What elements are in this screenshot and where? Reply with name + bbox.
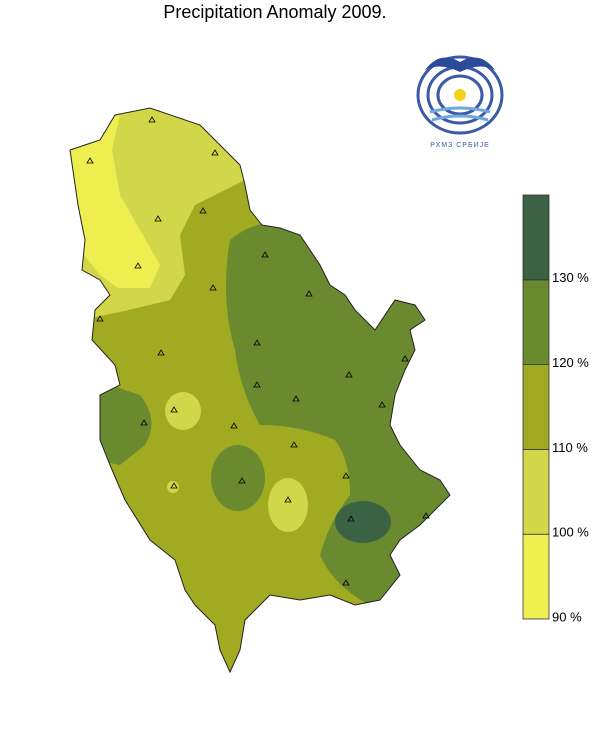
legend-swatch bbox=[522, 194, 550, 281]
stations bbox=[86, 116, 430, 586]
zone bbox=[268, 478, 308, 532]
legend-label: 100 % bbox=[552, 525, 589, 540]
legend-swatch bbox=[522, 279, 550, 365]
legend-label: 130 % bbox=[552, 270, 589, 285]
zone bbox=[335, 501, 391, 543]
legend-swatch bbox=[522, 533, 550, 620]
logo-text: РХМЗ СРБИЈЕ bbox=[430, 142, 490, 149]
legend-swatch bbox=[522, 448, 550, 535]
logo: РХМЗ СРБИЈЕ bbox=[416, 55, 504, 149]
zone bbox=[226, 222, 450, 620]
legend: 90 % 100 % 110 % 120 % 130 % bbox=[522, 194, 589, 624]
title: Precipitation Anomaly 2009. bbox=[163, 2, 386, 22]
legend-swatch bbox=[522, 364, 550, 450]
zone bbox=[95, 380, 152, 465]
legend-label: 110 % bbox=[552, 440, 588, 455]
legend-label: 90 % bbox=[552, 609, 582, 624]
zone bbox=[211, 445, 265, 511]
zone bbox=[165, 392, 201, 430]
legend-label: 120 % bbox=[552, 355, 589, 370]
zone bbox=[167, 481, 179, 493]
